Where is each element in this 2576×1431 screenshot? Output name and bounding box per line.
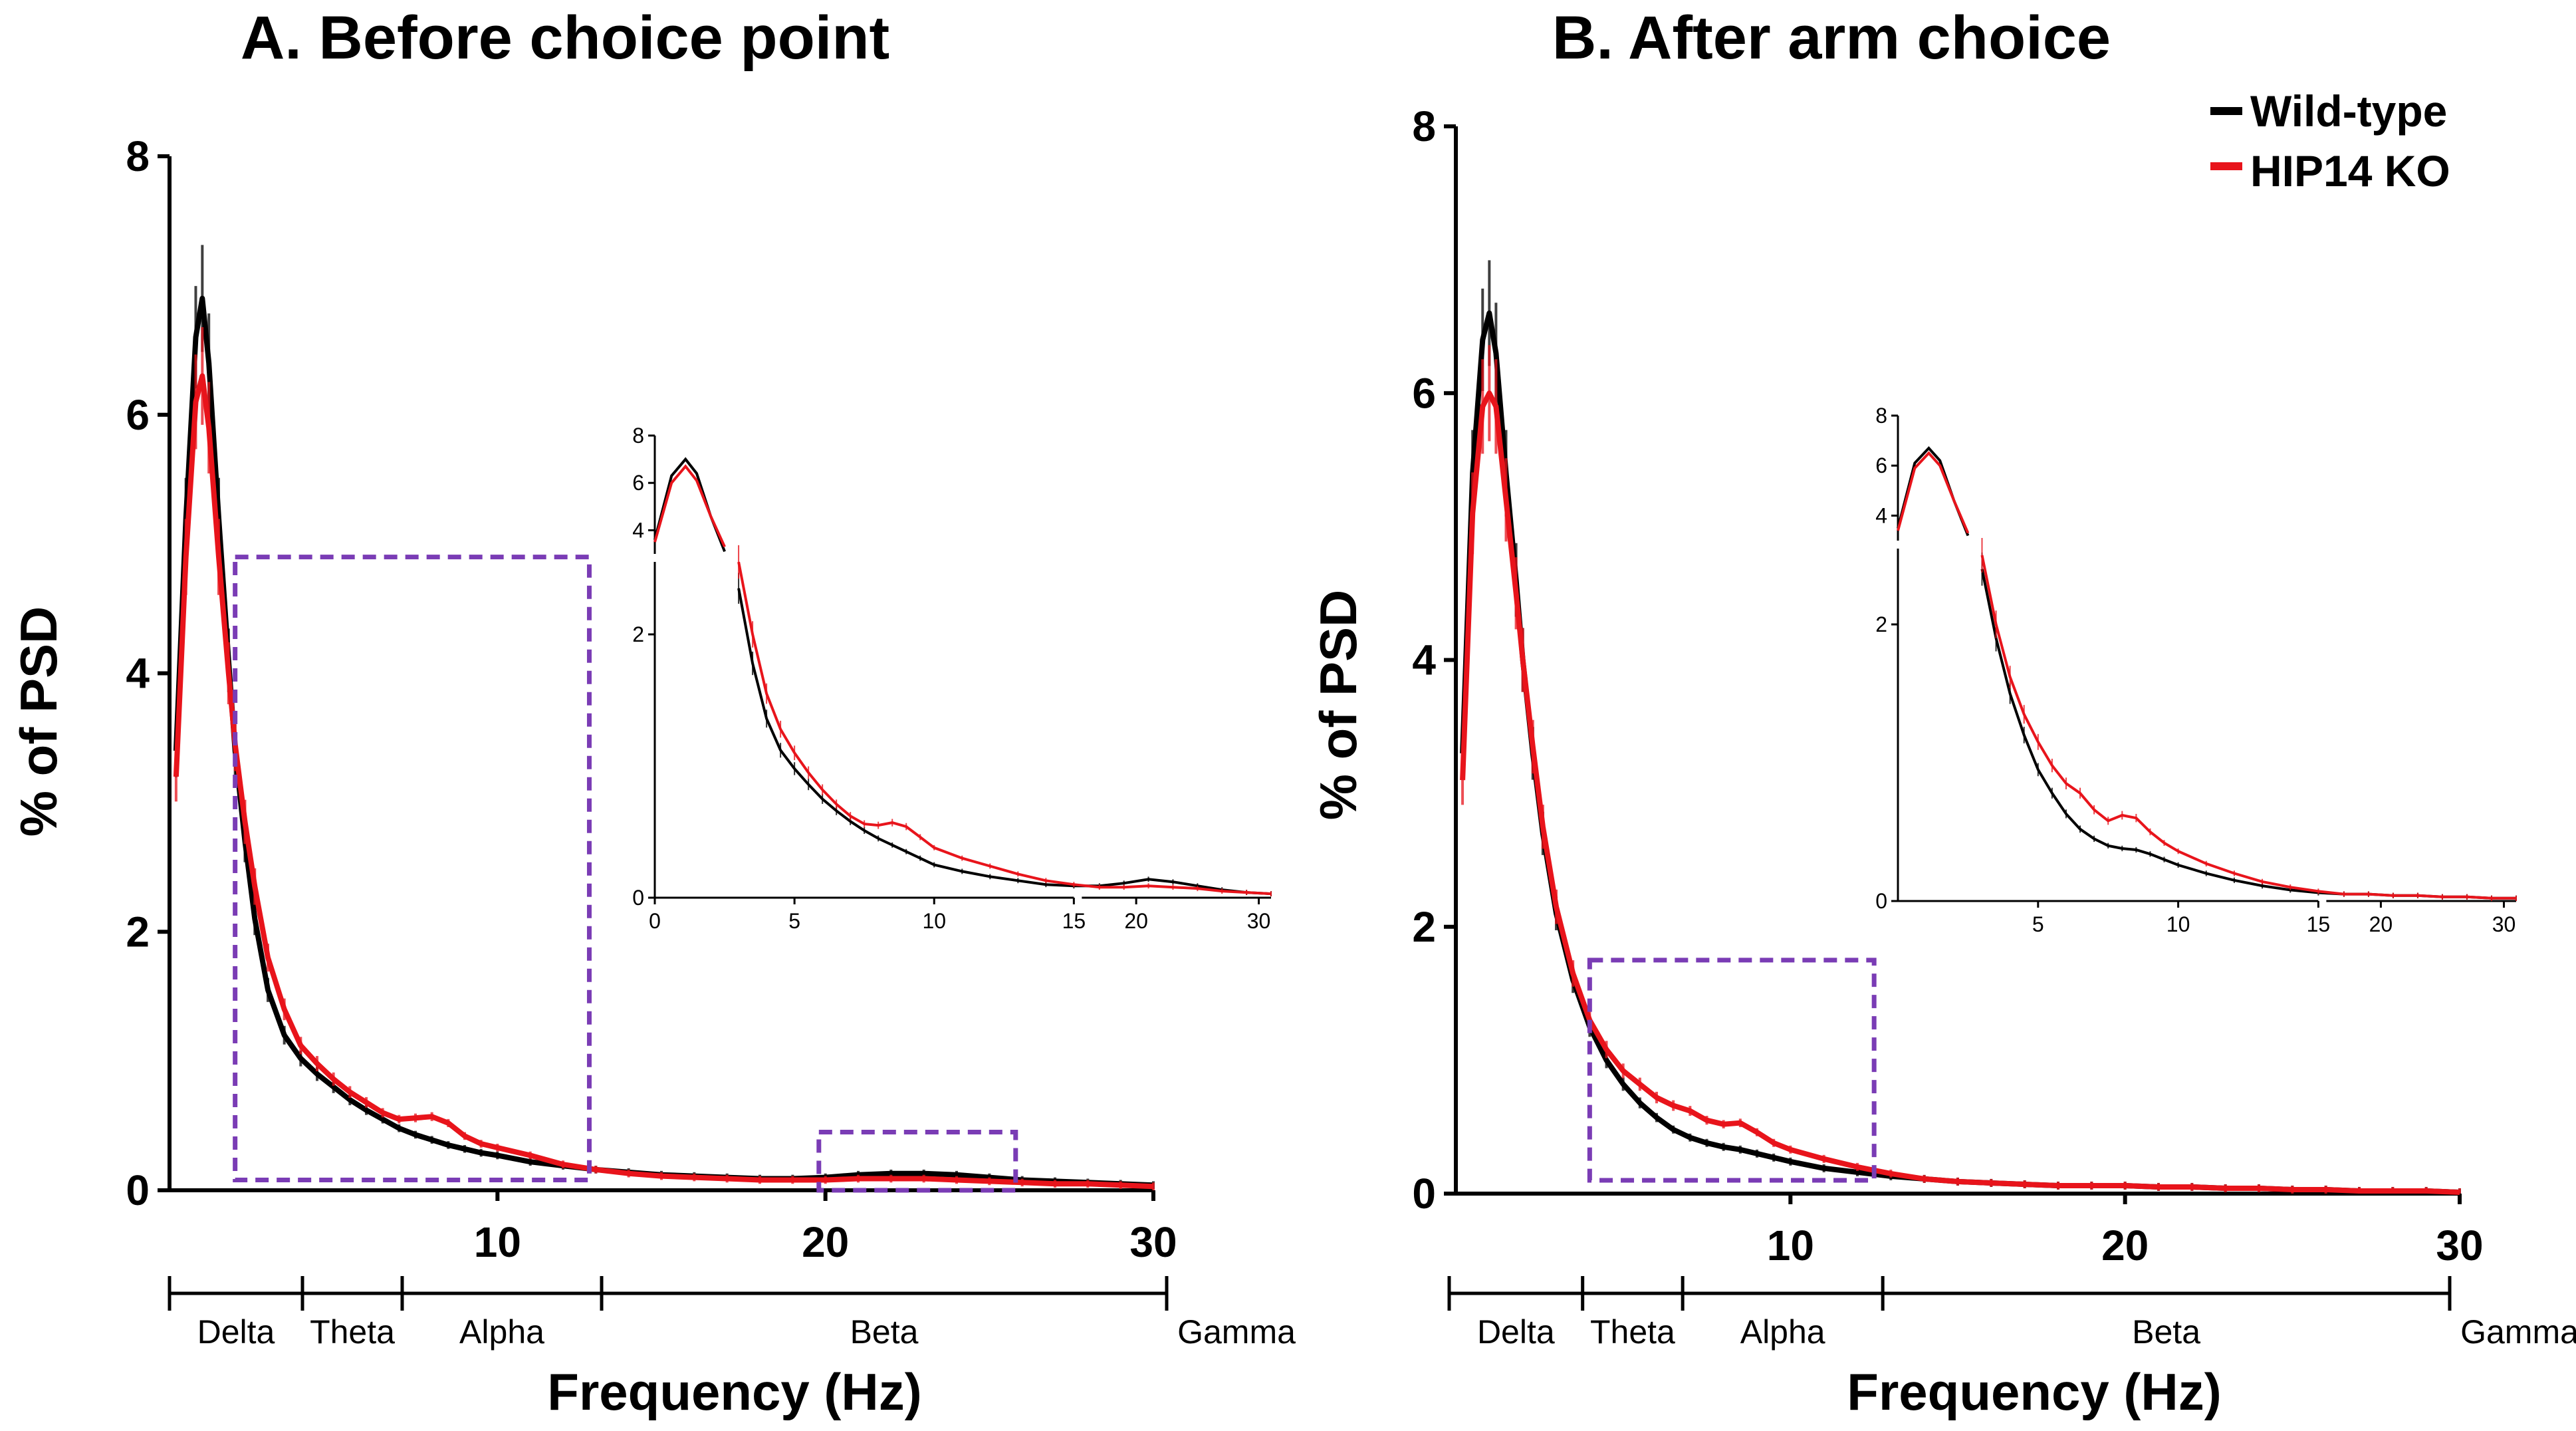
panel-a-title: A. Before choice point <box>241 4 889 72</box>
inset-x-tick-label: 15 <box>2307 912 2331 936</box>
y-tick-label: 8 <box>126 132 150 180</box>
series-hip14-ko <box>173 326 1155 1190</box>
series-line-hip14-ko <box>1460 390 2460 1195</box>
y-tick-label: 4 <box>1412 636 1436 684</box>
inset-y-tick-label: 6 <box>632 471 644 495</box>
series-line-hip14-ko <box>173 373 1154 1190</box>
inset-y-tick-label: 0 <box>632 886 644 910</box>
x-tick-label: 10 <box>474 1218 521 1266</box>
inset-x-tick-label: 15 <box>1062 909 1086 933</box>
panel-b-plot: 0 2 4 6 8 10 20 30 Delta Theta Alpha Beta Gamma 4 6 8 0 2… <box>1412 102 2576 1351</box>
y-tick-label: 0 <box>126 1166 150 1214</box>
series-hip14-ko <box>1460 345 2461 1195</box>
inset-y-tick-label: 6 <box>1875 454 1887 477</box>
inset-y-tick-label: 4 <box>1875 503 1887 527</box>
y-tick-label: 6 <box>1412 369 1436 417</box>
band-label-gamma: Gamma <box>2460 1313 2576 1351</box>
inset-y-tick-label: 8 <box>632 424 644 448</box>
inset-line-lower-hip14-ko <box>737 561 1272 896</box>
panel-b: B. After arm choice % of PSD Frequency (… <box>1309 4 2576 1421</box>
inset-x-tick-label: 20 <box>1124 909 1148 933</box>
band-label-alpha: Alpha <box>459 1313 544 1351</box>
highlight-box-2 <box>816 1130 1018 1193</box>
inset-line-lower-wild-type <box>1980 569 2516 900</box>
highlight-box-1 <box>1587 958 1877 1183</box>
panel-a: A. Before choice point % of PSD Frequenc… <box>9 4 1296 1421</box>
inset-x-tick-label: 10 <box>922 909 946 933</box>
x-tick-label: 20 <box>802 1218 849 1266</box>
band-label-gamma: Gamma <box>1177 1313 1296 1351</box>
highlight-box-1 <box>233 555 592 1182</box>
legend-label-hip14-ko: HIP14 KO <box>2250 146 2450 195</box>
band-label-theta: Theta <box>310 1313 395 1351</box>
inset-y-tick-label: 2 <box>1875 612 1887 636</box>
inset-y-tick-label: 8 <box>1875 404 1887 428</box>
inset-x-tick-label: 5 <box>2032 912 2044 936</box>
inset-line-lower-hip14-ko <box>1980 555 2516 900</box>
legend-label-wild-type: Wild-type <box>2250 86 2447 136</box>
x-tick-label: 10 <box>1767 1222 1814 1269</box>
panel-b-title: B. After arm choice <box>1552 4 2111 72</box>
x-tick-label: 30 <box>2436 1222 2483 1269</box>
x-tick-label: 30 <box>1129 1218 1177 1266</box>
y-tick-label: 0 <box>1412 1170 1436 1218</box>
panel-b-xlabel: Frequency (Hz) <box>1847 1363 2221 1421</box>
inset-x-tick-label: 20 <box>2369 912 2393 936</box>
panel-b-ylabel: % of PSD <box>1309 590 1367 821</box>
band-label-alpha: Alpha <box>1740 1313 1825 1351</box>
band-label-theta: Theta <box>1590 1313 1675 1351</box>
inset-y-tick-label: 2 <box>632 622 644 646</box>
y-tick-label: 8 <box>1412 102 1436 150</box>
band-label-delta: Delta <box>1477 1313 1555 1351</box>
inset-x-tick-label: 0 <box>649 909 661 933</box>
y-tick-label: 6 <box>126 391 150 439</box>
x-tick-label: 20 <box>2101 1222 2149 1269</box>
series-line-wild-type <box>173 295 1154 1188</box>
inset-line-upper-hip14-ko <box>653 464 726 548</box>
inset-x-tick-label: 5 <box>788 909 800 933</box>
inset-x-tick-label: 10 <box>2166 912 2190 936</box>
y-tick-label: 4 <box>126 650 150 698</box>
inset-y-tick-label: 0 <box>1875 889 1887 913</box>
y-tick-label: 2 <box>126 908 150 956</box>
band-label-beta: Beta <box>2132 1313 2200 1351</box>
y-tick-label: 2 <box>1412 903 1436 951</box>
inset-line-upper-hip14-ko <box>1897 451 1970 534</box>
panel-a-ylabel: % of PSD <box>9 606 68 837</box>
inset-plot: 4 6 8 0 2 5 10 15 20 30 <box>1875 404 2517 936</box>
panel-a-xlabel: Frequency (Hz) <box>547 1363 921 1421</box>
inset-y-tick-label: 4 <box>632 518 644 542</box>
inset-line-lower-wild-type <box>737 588 1272 896</box>
inset-x-tick-label: 30 <box>1247 909 1271 933</box>
band-label-beta: Beta <box>850 1313 919 1351</box>
legend: Wild-type HIP14 KO <box>2210 86 2450 195</box>
inset-x-tick-label: 30 <box>2492 912 2516 936</box>
series-wild-type <box>173 245 1155 1190</box>
band-label-delta: Delta <box>197 1313 275 1351</box>
